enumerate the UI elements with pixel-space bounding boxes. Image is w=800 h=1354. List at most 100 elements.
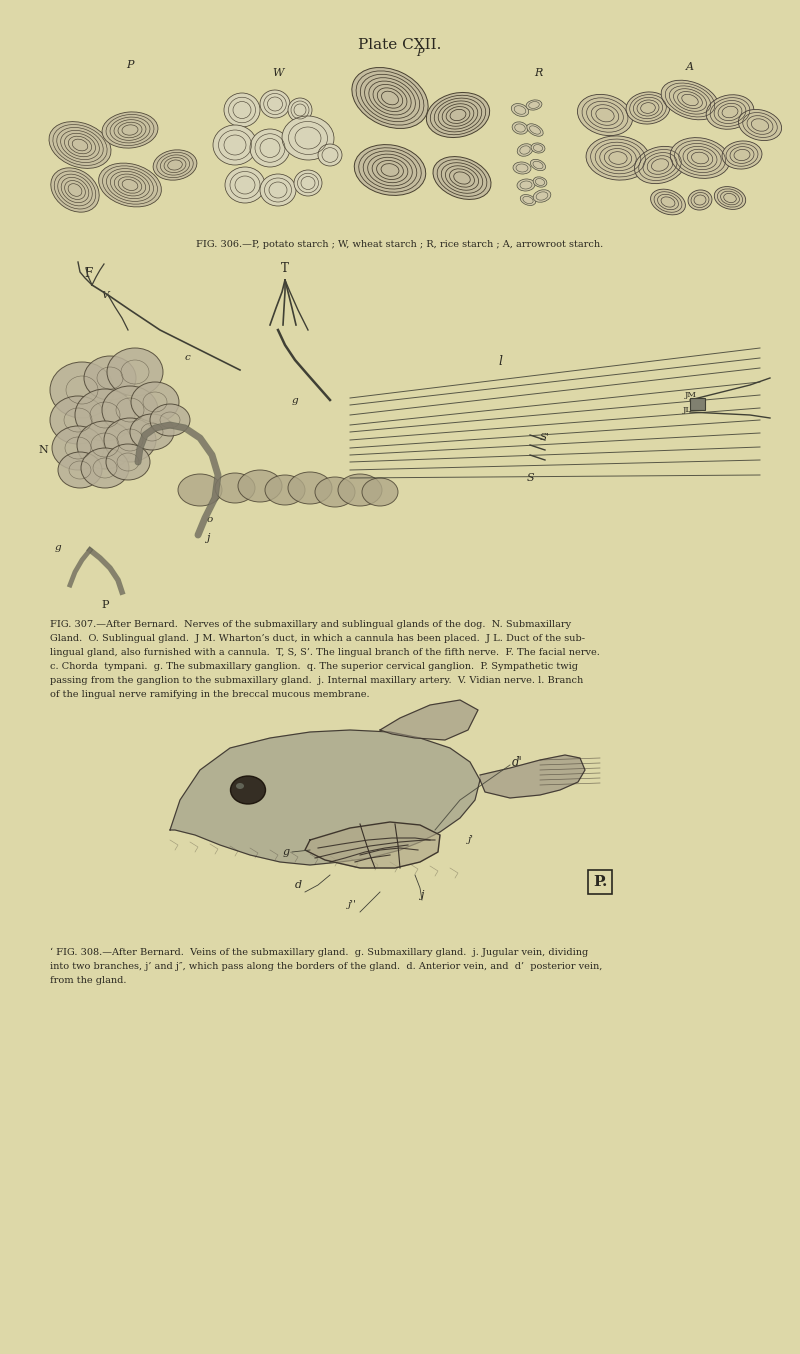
Text: into two branches, j’ and j″, which pass along the borders of the gland.  d. Ant: into two branches, j’ and j″, which pass… [50, 961, 602, 971]
Ellipse shape [517, 179, 535, 191]
Text: j'': j'' [347, 900, 357, 909]
Polygon shape [170, 730, 480, 865]
Ellipse shape [650, 190, 686, 215]
Ellipse shape [213, 125, 257, 165]
Ellipse shape [77, 421, 133, 468]
Text: c. Chorda  tympani.  g. The submaxillary ganglion.  q. The superior cervical gan: c. Chorda tympani. g. The submaxillary g… [50, 662, 578, 672]
Ellipse shape [102, 112, 158, 148]
Text: T: T [281, 263, 289, 275]
Text: P: P [416, 47, 424, 58]
Ellipse shape [714, 187, 746, 210]
Ellipse shape [288, 97, 312, 122]
Ellipse shape [433, 157, 491, 199]
Ellipse shape [352, 68, 428, 129]
Ellipse shape [513, 162, 531, 175]
Text: c: c [185, 353, 190, 363]
Text: S: S [526, 473, 534, 483]
Ellipse shape [225, 167, 265, 203]
Text: FIG. 306.—P, potato starch ; W, wheat starch ; R, rice starch ; A, arrowroot sta: FIG. 306.—P, potato starch ; W, wheat st… [196, 240, 604, 249]
Ellipse shape [84, 356, 136, 399]
Text: A: A [686, 62, 694, 72]
Ellipse shape [688, 190, 712, 210]
Ellipse shape [75, 389, 135, 441]
Ellipse shape [230, 776, 266, 804]
Ellipse shape [512, 122, 528, 134]
Text: FIG. 307.—After Bernard.  Nerves of the submaxillary and sublingual glands of th: FIG. 307.—After Bernard. Nerves of the s… [50, 620, 571, 630]
Ellipse shape [50, 362, 114, 418]
Text: l: l [498, 355, 502, 368]
Text: j: j [420, 890, 424, 900]
Text: P: P [126, 60, 134, 70]
Ellipse shape [288, 473, 332, 504]
Ellipse shape [738, 110, 782, 141]
Polygon shape [380, 700, 478, 741]
Ellipse shape [318, 144, 342, 167]
Text: g: g [55, 543, 62, 552]
Ellipse shape [130, 414, 174, 450]
Text: of the lingual nerve ramifying in the breccal mucous membrane.: of the lingual nerve ramifying in the br… [50, 691, 370, 699]
Ellipse shape [533, 177, 547, 187]
Ellipse shape [51, 168, 99, 213]
Ellipse shape [722, 141, 762, 169]
Text: j: j [206, 533, 210, 543]
Ellipse shape [338, 474, 382, 506]
Ellipse shape [250, 129, 290, 167]
Bar [690, 398, 705, 410]
Text: g: g [292, 395, 298, 405]
Ellipse shape [511, 103, 529, 116]
Text: F: F [84, 267, 92, 280]
Text: V: V [102, 291, 109, 301]
Ellipse shape [104, 418, 156, 462]
Text: from the gland.: from the gland. [50, 976, 126, 984]
Ellipse shape [520, 195, 536, 206]
Text: JL: JL [683, 406, 692, 414]
Text: g: g [283, 848, 290, 857]
Ellipse shape [282, 116, 334, 160]
Ellipse shape [50, 395, 106, 444]
Text: d: d [294, 880, 302, 890]
Ellipse shape [178, 474, 222, 506]
Text: lingual gland, also furnished with a cannula.  T, S, S’. The lingual branch of t: lingual gland, also furnished with a can… [50, 649, 600, 657]
Ellipse shape [150, 403, 190, 436]
Polygon shape [480, 756, 585, 798]
Ellipse shape [294, 171, 322, 196]
Text: o: o [207, 515, 213, 524]
Text: Plate CXII.: Plate CXII. [358, 38, 442, 51]
Ellipse shape [215, 473, 255, 502]
Ellipse shape [81, 448, 129, 487]
Ellipse shape [153, 150, 197, 180]
Text: N: N [38, 445, 48, 455]
Ellipse shape [260, 89, 290, 118]
Ellipse shape [58, 452, 102, 487]
Ellipse shape [265, 475, 305, 505]
Ellipse shape [526, 100, 542, 110]
Ellipse shape [354, 145, 426, 195]
Ellipse shape [670, 138, 730, 179]
Ellipse shape [106, 444, 150, 481]
Ellipse shape [52, 427, 104, 470]
Ellipse shape [107, 348, 163, 395]
Ellipse shape [518, 144, 533, 156]
Text: passing from the ganglion to the submaxillary gland.  j. Internal maxillary arte: passing from the ganglion to the submaxi… [50, 676, 583, 685]
Ellipse shape [586, 135, 650, 180]
Ellipse shape [530, 160, 546, 171]
Ellipse shape [98, 162, 162, 207]
Ellipse shape [661, 80, 719, 119]
Ellipse shape [426, 92, 490, 138]
Ellipse shape [533, 190, 551, 202]
Ellipse shape [224, 93, 260, 127]
Text: JM: JM [685, 391, 697, 399]
Ellipse shape [626, 92, 670, 125]
Polygon shape [305, 822, 440, 868]
Text: j': j' [468, 835, 474, 845]
Ellipse shape [531, 144, 545, 153]
Text: W: W [272, 68, 284, 79]
Text: P.: P. [593, 875, 607, 890]
Ellipse shape [315, 477, 355, 506]
Ellipse shape [706, 95, 754, 129]
Text: R: R [534, 68, 542, 79]
Ellipse shape [634, 146, 686, 184]
Ellipse shape [236, 783, 244, 789]
Text: ‘ FIG. 308.—After Bernard.  Veins of the submaxillary gland.  g. Submaxillary gl: ‘ FIG. 308.—After Bernard. Veins of the … [50, 948, 588, 957]
Text: Gland.  O. Sublingual gland.  J M. Wharton’s duct, in which a cannula has been p: Gland. O. Sublingual gland. J M. Wharton… [50, 634, 585, 643]
